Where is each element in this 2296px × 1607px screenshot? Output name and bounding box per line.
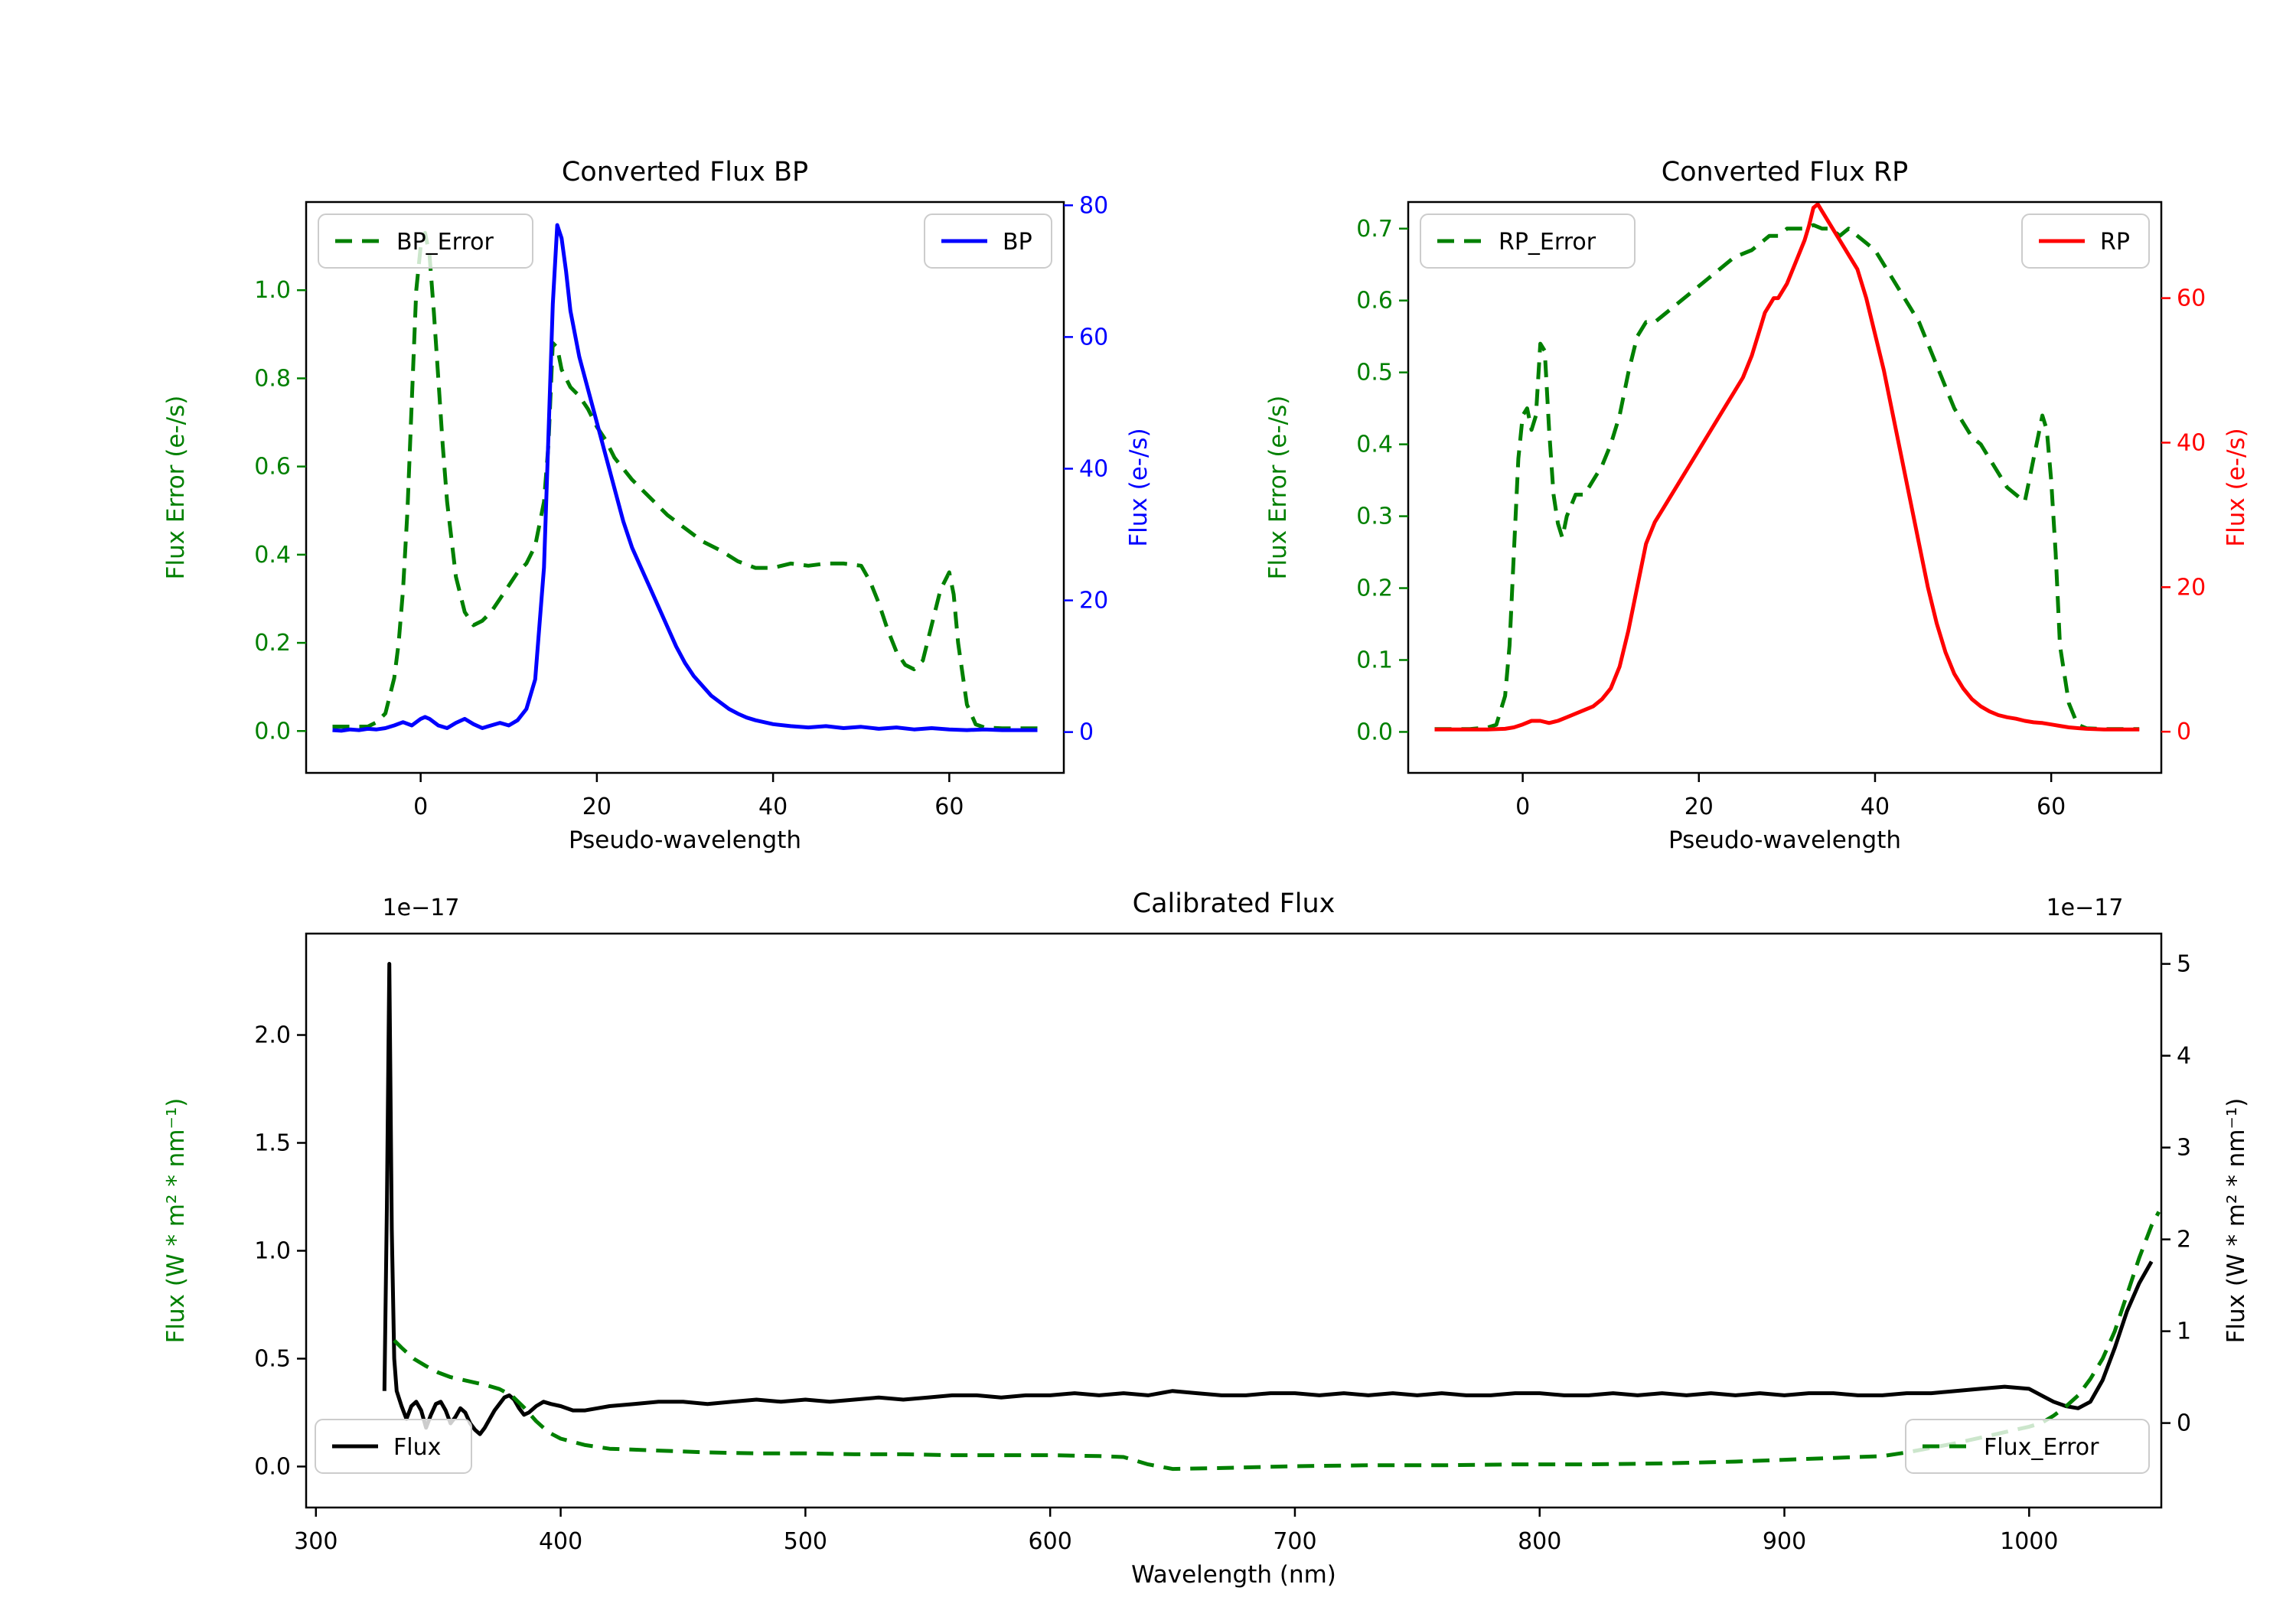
x-tick-label: 900 [1763,1528,1806,1555]
left-tick-label: 0.6 [254,454,291,481]
left-tick-label: 0.1 [1356,647,1393,673]
x-tick-label: 20 [1684,794,1714,820]
right-tick-label: 40 [1079,455,1108,482]
x-tick-label: 60 [2037,794,2066,820]
right-tick-label: 40 [2177,429,2206,456]
subplot-cal: 300 400 500 600 700 800 900 1000 0.0 0.5 1.0 1.5 2.0… [162,888,2250,1589]
right-tick-label: 60 [1079,324,1108,350]
legend-box-Flux [315,1419,472,1474]
legend-label-Flux_Error: Flux_Error [1984,1434,2099,1461]
legend-label-BP: BP [1003,229,1032,256]
x-tick-label: 300 [294,1528,338,1555]
left-tick-label: 0.5 [254,1345,291,1372]
right-tick-label: 80 [1079,192,1108,219]
right-axis-label: Flux (e-/s) [1125,428,1153,546]
x-tick-label: 400 [539,1528,582,1555]
right-tick-label: 20 [1079,588,1108,614]
left-tick-label: 0.4 [1356,432,1393,458]
right-tick-label: 60 [2177,285,2206,312]
left-tick-label: 2.0 [254,1022,291,1049]
plot-title: Calibrated Flux [1133,888,1336,919]
right-axis-label: Flux (W * m² * nm⁻¹) [2223,1098,2250,1344]
left-offset-text: 1e−17 [383,895,460,921]
x-tick-label: 40 [758,794,788,820]
x-tick-label: 700 [1273,1528,1316,1555]
left-tick-label: 1.0 [254,277,291,304]
legend-label-RP_Error: RP_Error [1499,229,1596,256]
x-axis-label: Wavelength (nm) [1131,1561,1336,1589]
left-axis-label: Flux Error (e-/s) [162,396,190,580]
left-tick-label: 0.7 [1356,216,1393,243]
axes-frame-rp [1407,200,2163,774]
x-tick-label: 20 [582,794,612,820]
right-tick-label: 1 [2177,1319,2191,1345]
x-tick-label: 60 [934,794,964,820]
x-axis-label: Pseudo-wavelength [569,826,801,854]
right-tick-label: 0 [2177,719,2191,745]
x-tick-label: 40 [1861,794,1890,820]
left-tick-label: 0.6 [1356,288,1393,315]
axes-frame-bp [305,200,1065,774]
left-axis-label: Flux Error (e-/s) [1264,396,1292,580]
series-line-Flux_Error [393,1211,2161,1472]
left-tick-label: 1.0 [254,1237,291,1264]
right-tick-label: 5 [2177,951,2191,978]
legend-box-Flux_Error [1905,1419,2150,1474]
series-line-RP [1434,202,2140,732]
left-tick-label: 0.8 [254,365,291,392]
right-tick-label: 0 [2177,1410,2191,1437]
right-tick-label: 4 [2177,1043,2191,1070]
subplot-bp: 0 20 40 60 0.0 0.2 0.4 0.6 0.8 1.0 0 20 40 60 80 Conver… [162,157,1153,854]
x-tick-label: 0 [413,794,428,820]
left-tick-label: 1.5 [254,1129,291,1156]
x-axis-label: Pseudo-wavelength [1668,826,1901,854]
left-tick-label: 0.2 [254,630,291,657]
legend-label-RP: RP [2100,229,2130,256]
plot-title: Converted Flux BP [562,157,808,187]
left-tick-label: 0.3 [1356,504,1393,530]
subplot-rp: 0 20 40 60 0.0 0.1 0.2 0.3 0.4 0.5 0.6 0.7 0 20 40 60 Co… [1264,157,2250,854]
left-tick-label: 0.2 [1356,575,1393,602]
right-offset-text: 1e−17 [2047,895,2124,921]
x-tick-label: 800 [1518,1528,1561,1555]
series-line-RP_Error [1434,223,2140,732]
axes-frame-cal [305,932,2163,1509]
series-line-BP_Error [332,230,1038,731]
x-tick-label: 1000 [2000,1528,2058,1555]
legend-box-BP_Error [318,214,533,269]
left-axis-label: Flux (W * m² * nm⁻¹) [162,1098,190,1344]
legend-box-BP [924,214,1052,269]
legend-box-RP [2021,214,2150,269]
left-tick-label: 0.0 [254,1453,291,1480]
left-tick-label: 0.5 [1356,360,1393,386]
legend-box-RP_Error [1420,214,1636,269]
legend-label-BP_Error: BP_Error [396,229,494,256]
left-tick-label: 0.0 [1356,719,1393,745]
left-tick-label: 0.4 [254,542,291,569]
right-tick-label: 20 [2177,574,2206,601]
x-tick-label: 600 [1029,1528,1072,1555]
right-tick-label: 0 [1079,719,1094,746]
x-tick-label: 0 [1515,794,1530,820]
series-line-Flux [382,962,2154,1436]
right-tick-label: 3 [2177,1135,2191,1162]
right-axis-label: Flux (e-/s) [2223,428,2250,546]
plot-title: Converted Flux RP [1662,157,1909,187]
left-tick-label: 0.0 [254,718,291,745]
x-tick-label: 500 [784,1528,827,1555]
series-line-BP [332,223,1038,733]
right-tick-label: 2 [2177,1227,2191,1253]
legend-label-Flux: Flux [393,1434,441,1461]
